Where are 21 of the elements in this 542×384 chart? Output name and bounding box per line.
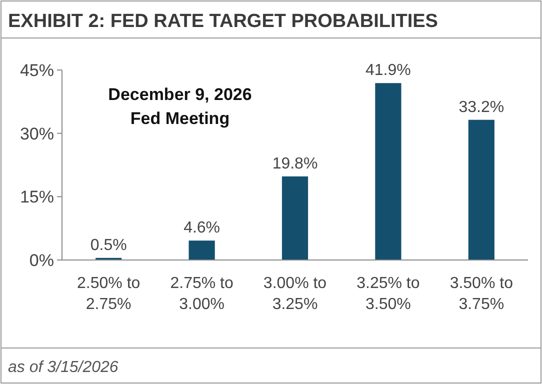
chart-title: EXHIBIT 2: FED RATE TARGET PROBABILITIES — [8, 11, 438, 32]
annotation: December 9, 2026 Fed Meeting — [108, 85, 252, 128]
y-tick-label: 45% — [20, 60, 54, 80]
bar — [468, 120, 494, 260]
y-tick-label: 0% — [29, 250, 54, 270]
bar — [375, 83, 402, 260]
data-label: 4.6% — [184, 220, 220, 237]
bar — [188, 240, 215, 260]
x-tick-label: 2.50% to 2.75% — [77, 275, 140, 313]
y-tick-label: 30% — [20, 124, 54, 144]
x-tick-label: 2.75% to 3.00% — [170, 275, 234, 313]
y-tick-label: 15% — [20, 188, 54, 207]
bar — [282, 176, 308, 260]
data-label: 19.8% — [272, 155, 318, 172]
x-tick-label: 3.00% to 3.25% — [263, 275, 327, 313]
text: as of 3/15/2026 — [8, 359, 118, 376]
data-label: 41.9% — [366, 62, 411, 80]
data-label: 0.5% — [90, 236, 127, 254]
x-tick-label: 3.25% to 3.50% — [356, 275, 420, 313]
x-tick-label: 3.50% to 3.75% — [450, 275, 514, 313]
data-label: 33.2% — [458, 98, 504, 116]
